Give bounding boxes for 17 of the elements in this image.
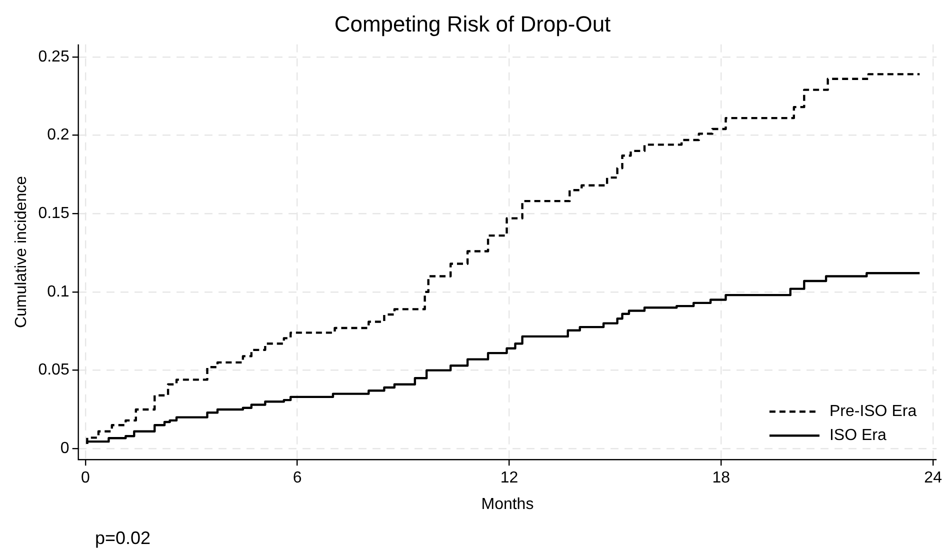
y-tick-label: 0.25 (38, 48, 70, 66)
legend-label: ISO Era (829, 427, 886, 444)
y-tick-label: 0.2 (47, 126, 70, 144)
x-tick-label: 0 (80, 470, 90, 487)
x-tick-label: 24 (924, 470, 942, 487)
legend-label: Pre-ISO Era (829, 403, 917, 420)
x-tick-label: 18 (712, 470, 730, 487)
y-tick-label: 0.1 (47, 283, 70, 300)
chart-title: Competing Risk of Drop-Out (334, 11, 611, 36)
y-tick-label: 0.15 (38, 205, 70, 222)
x-tick-label: 6 (292, 470, 302, 487)
y-tick-label: 0 (60, 440, 70, 458)
y-tick-label: 0.05 (38, 362, 70, 379)
x-tick-label: 12 (500, 470, 518, 487)
y-axis-title: Cumulative incidence (13, 176, 30, 328)
x-axis-title: Months (481, 496, 534, 513)
text: p=0.02 (95, 528, 151, 548)
